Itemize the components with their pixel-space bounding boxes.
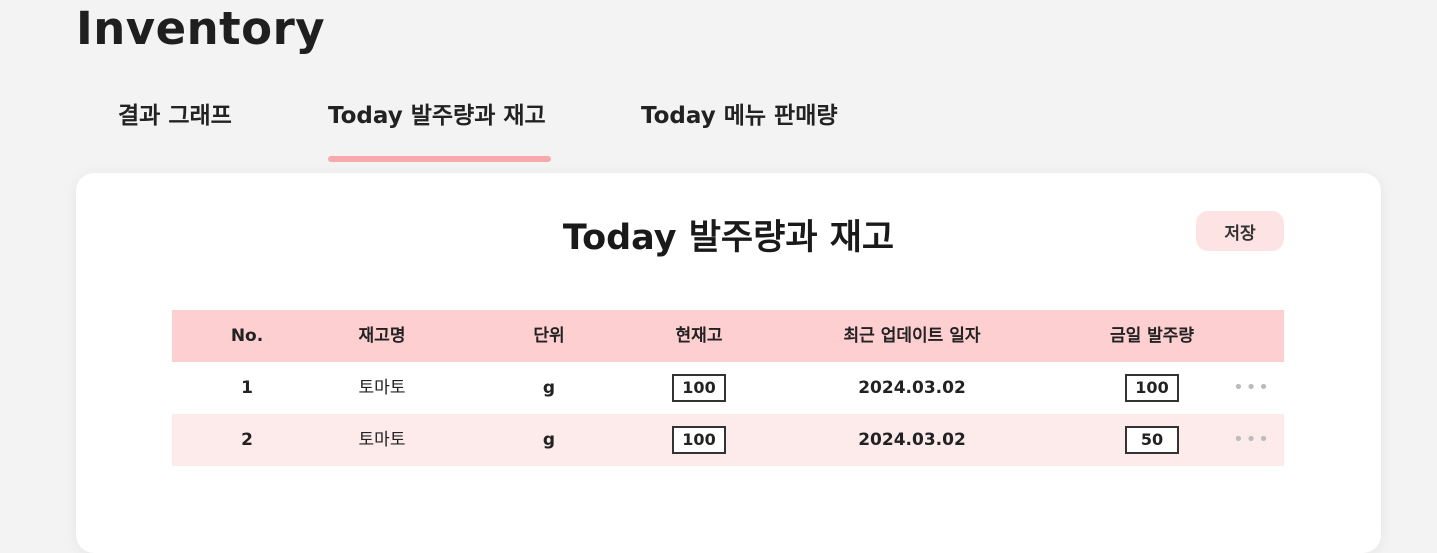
row-updated-date: 2024.03.02 — [858, 430, 966, 450]
header-unit: 단위 — [533, 326, 565, 346]
card-title: Today 발주량과 재고 — [562, 218, 895, 258]
table-row: 2 토마토 g 100 2024.03.02 50 ••• — [172, 414, 1284, 466]
active-tab-indicator — [328, 156, 551, 162]
row-item-name: 토마토 — [358, 430, 406, 450]
row-updated-date: 2024.03.02 — [858, 378, 966, 398]
table-row: 1 토마토 g 100 2024.03.02 100 ••• — [172, 362, 1284, 414]
current-stock-input[interactable]: 100 — [672, 426, 726, 454]
tab-bar: 결과 그래프 Today 발주량과 재고 Today 메뉴 판매량 — [0, 96, 1437, 166]
more-options-icon[interactable]: ••• — [1233, 429, 1271, 450]
current-stock-input[interactable]: 100 — [672, 374, 726, 402]
header-today-order: 금일 발주량 — [1109, 326, 1195, 346]
row-order-cell: 100 — [1125, 362, 1179, 414]
today-order-input[interactable]: 100 — [1125, 374, 1179, 402]
inventory-card: Today 발주량과 재고 저장 No. 재고명 단위 현재고 최근 업데이트 … — [76, 173, 1381, 553]
row-order-cell: 50 — [1125, 414, 1179, 466]
header-current-stock: 현재고 — [675, 326, 723, 346]
row-unit: g — [542, 378, 556, 398]
header-no: No. — [230, 326, 264, 346]
row-unit: g — [542, 430, 556, 450]
header-last-updated: 최근 업데이트 일자 — [843, 326, 981, 346]
tab-today-menu-sales[interactable]: Today 메뉴 판매량 — [641, 103, 838, 129]
row-no: 2 — [241, 430, 253, 450]
table-header-row: No. 재고명 단위 현재고 최근 업데이트 일자 금일 발주량 — [172, 310, 1284, 362]
today-order-input[interactable]: 50 — [1125, 426, 1179, 454]
row-stock-cell: 100 — [672, 414, 726, 466]
save-button[interactable]: 저장 — [1196, 211, 1284, 251]
header-item-name: 재고명 — [358, 326, 406, 346]
row-stock-cell: 100 — [672, 362, 726, 414]
tab-today-order-stock[interactable]: Today 발주량과 재고 — [328, 103, 546, 129]
row-no: 1 — [241, 378, 253, 398]
row-item-name: 토마토 — [358, 378, 406, 398]
page-title: Inventory — [76, 2, 326, 55]
inventory-table: No. 재고명 단위 현재고 최근 업데이트 일자 금일 발주량 1 토마토 g… — [172, 310, 1284, 466]
more-options-icon[interactable]: ••• — [1233, 377, 1271, 398]
tab-result-graph[interactable]: 결과 그래프 — [118, 103, 232, 129]
